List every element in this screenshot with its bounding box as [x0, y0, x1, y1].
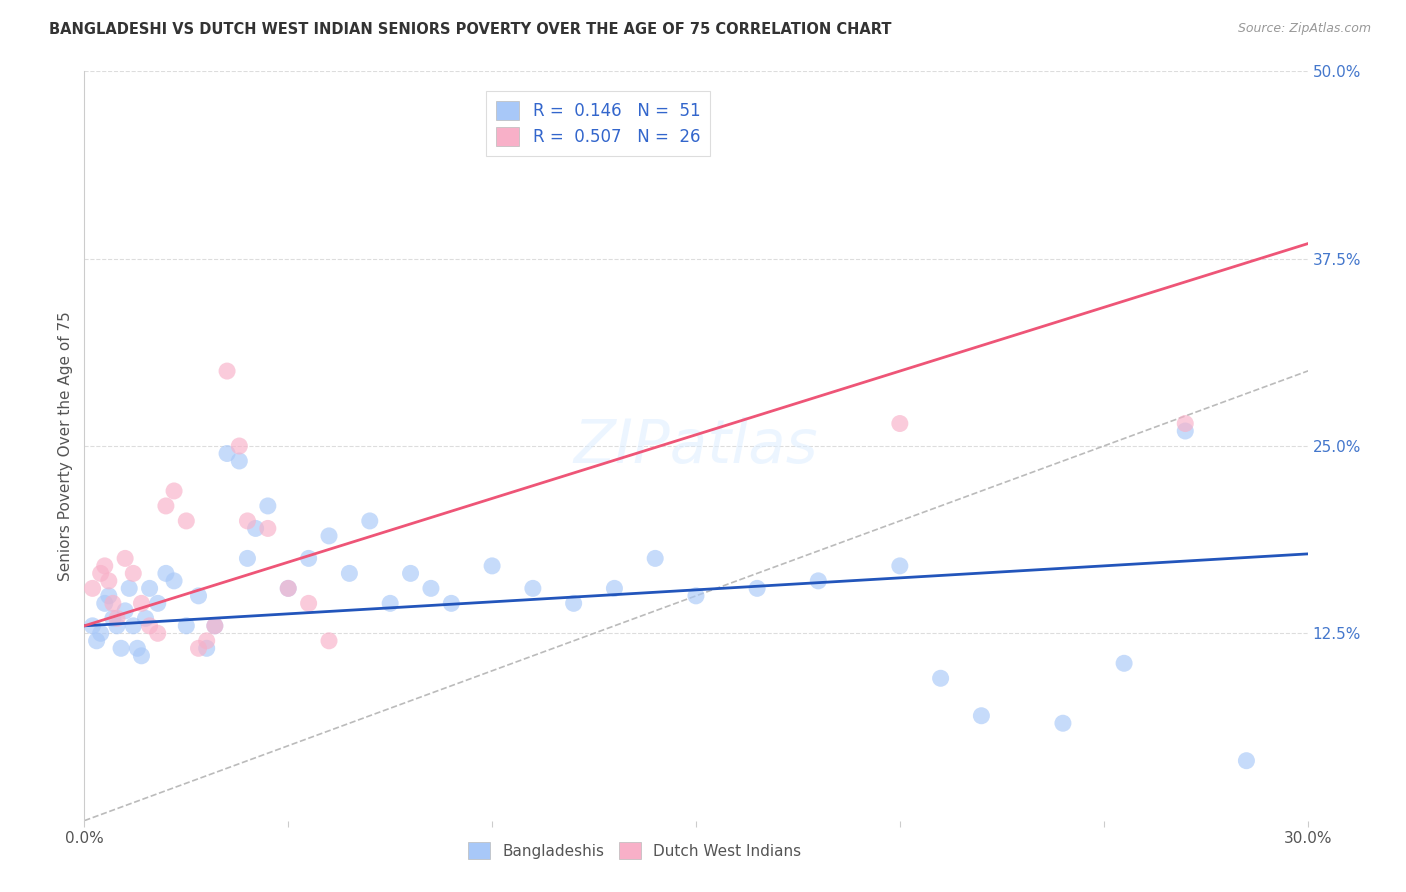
- Point: [155, 499, 177, 513]
- Point: [101, 596, 124, 610]
- Point: [131, 648, 153, 663]
- Point: [1174, 417, 1197, 431]
- Point: [163, 574, 186, 588]
- Point: [105, 611, 128, 625]
- Point: [298, 551, 321, 566]
- Point: [90, 566, 112, 581]
- Point: [399, 566, 422, 581]
- Text: ZIPatlas: ZIPatlas: [574, 417, 818, 475]
- Point: [889, 558, 911, 573]
- Y-axis label: Seniors Poverty Over the Age of 75: Seniors Poverty Over the Age of 75: [58, 311, 73, 581]
- Point: [174, 514, 197, 528]
- Point: [1174, 424, 1197, 438]
- Point: [135, 611, 157, 625]
- Point: [929, 671, 952, 685]
- Point: [138, 582, 160, 596]
- Point: [195, 641, 218, 656]
- Point: [228, 454, 250, 468]
- Point: [1052, 716, 1074, 731]
- Point: [187, 641, 209, 656]
- Point: [93, 596, 115, 610]
- Point: [562, 596, 585, 610]
- Point: [522, 582, 544, 596]
- Point: [138, 619, 160, 633]
- Point: [318, 633, 340, 648]
- Point: [105, 619, 128, 633]
- Point: [889, 417, 911, 431]
- Point: [82, 619, 104, 633]
- Point: [277, 582, 299, 596]
- Point: [257, 499, 280, 513]
- Point: [127, 641, 149, 656]
- Point: [339, 566, 361, 581]
- Point: [82, 582, 104, 596]
- Point: [420, 582, 443, 596]
- Point: [93, 558, 115, 573]
- Point: [359, 514, 381, 528]
- Point: [114, 604, 136, 618]
- Text: BANGLADESHI VS DUTCH WEST INDIAN SENIORS POVERTY OVER THE AGE OF 75 CORRELATION : BANGLADESHI VS DUTCH WEST INDIAN SENIORS…: [49, 22, 891, 37]
- Point: [298, 596, 321, 610]
- Point: [970, 708, 993, 723]
- Point: [204, 619, 226, 633]
- Point: [122, 566, 145, 581]
- Point: [318, 529, 340, 543]
- Point: [245, 521, 267, 535]
- Point: [257, 521, 280, 535]
- Point: [644, 551, 666, 566]
- Point: [217, 364, 239, 378]
- Point: [97, 574, 120, 588]
- Point: [155, 566, 177, 581]
- Point: [277, 582, 299, 596]
- Point: [90, 626, 112, 640]
- Point: [747, 582, 769, 596]
- Point: [163, 483, 186, 498]
- Point: [114, 551, 136, 566]
- Point: [236, 514, 259, 528]
- Point: [204, 619, 226, 633]
- Point: [1114, 657, 1136, 671]
- Point: [146, 596, 169, 610]
- Point: [236, 551, 259, 566]
- Point: [187, 589, 209, 603]
- Point: [217, 446, 239, 460]
- Point: [174, 619, 197, 633]
- Legend: Bangladeshis, Dutch West Indians: Bangladeshis, Dutch West Indians: [463, 836, 807, 865]
- Point: [481, 558, 503, 573]
- Point: [110, 641, 132, 656]
- Point: [228, 439, 250, 453]
- Point: [118, 582, 141, 596]
- Point: [101, 611, 124, 625]
- Point: [1236, 754, 1258, 768]
- Point: [86, 633, 108, 648]
- Text: Source: ZipAtlas.com: Source: ZipAtlas.com: [1237, 22, 1371, 36]
- Point: [122, 619, 145, 633]
- Point: [195, 633, 218, 648]
- Point: [440, 596, 463, 610]
- Point: [380, 596, 402, 610]
- Point: [807, 574, 830, 588]
- Point: [97, 589, 120, 603]
- Point: [146, 626, 169, 640]
- Point: [685, 589, 707, 603]
- Point: [603, 582, 626, 596]
- Point: [131, 596, 153, 610]
